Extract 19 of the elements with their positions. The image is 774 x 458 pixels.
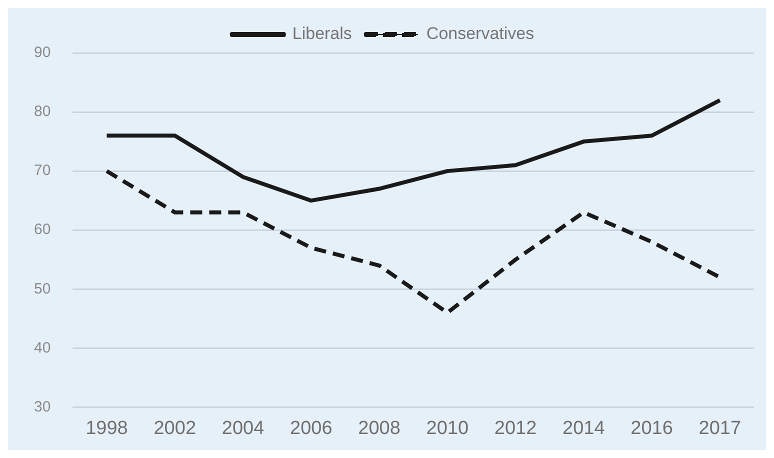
y-tick-label: 30 [34,398,51,416]
x-tick-label: 2002 [154,418,196,439]
y-tick-label: 90 [34,44,51,62]
x-tick-label: 2014 [562,418,606,439]
x-tick-label: 2012 [494,418,537,439]
x-tick-label: 2006 [290,418,332,439]
x-tick-label: 1998 [86,418,128,439]
y-tick-label: 60 [34,221,51,238]
x-tick-label: 2008 [358,418,400,439]
y-tick-label: 80 [34,103,51,120]
y-tick-label: 40 [34,339,51,356]
x-tick-label: 2016 [630,418,673,439]
x-tick-label: 2017 [698,418,742,439]
legend-label: Conservatives [426,24,534,44]
y-tick-label: 70 [34,162,51,180]
x-tick-label: 2004 [222,418,265,439]
x-tick-label: 2010 [426,418,469,439]
legend-label: Liberals [292,24,352,44]
y-tick-label: 50 [34,280,51,298]
